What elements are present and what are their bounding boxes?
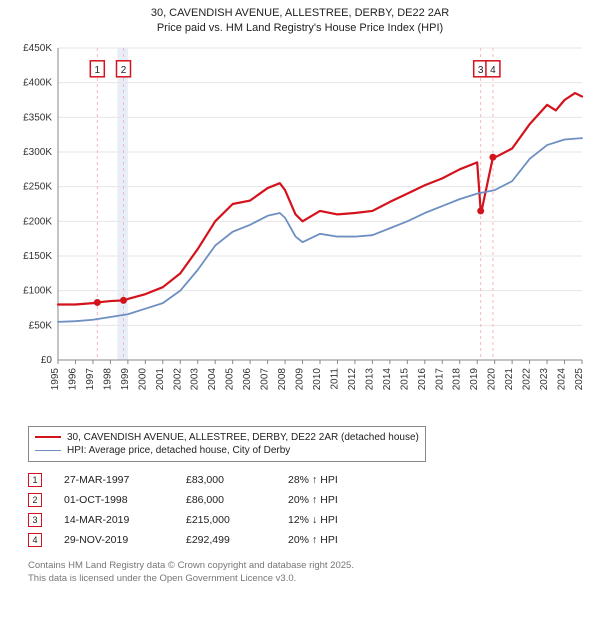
- legend-label: HPI: Average price, detached house, City…: [67, 445, 290, 456]
- tx-marker-box: 2: [28, 493, 42, 507]
- x-tick-label: 1996: [67, 367, 78, 390]
- x-tick-label: 2016: [417, 367, 428, 390]
- x-tick-label: 2006: [242, 367, 253, 390]
- legend-item: 30, CAVENDISH AVENUE, ALLESTREE, DERBY, …: [35, 431, 419, 444]
- x-tick-label: 2019: [469, 367, 480, 390]
- line-chart: £0 £50K £100K £150K £200K £250K £300K £350K £400…: [10, 40, 590, 420]
- tx-date: 01-OCT-1998: [64, 494, 164, 506]
- transaction-row: 4 29-NOV-2019 £292,499 20%↑HPI: [28, 530, 590, 550]
- x-tick-label: 2020: [487, 367, 498, 390]
- x-tick-label: 2011: [329, 367, 340, 389]
- y-tick-label: £0: [41, 355, 53, 366]
- x-tick-label: 2014: [382, 367, 393, 390]
- y-tick-label: £50K: [29, 320, 53, 331]
- x-tick-label: 2008: [277, 367, 288, 390]
- tx-point: [477, 207, 484, 214]
- x-tick-label: 2009: [295, 367, 306, 390]
- x-tick-label: 2012: [347, 367, 358, 390]
- tx-price: £215,000: [186, 514, 266, 526]
- tx-delta-pct: 12%: [288, 514, 309, 526]
- y-tick-label: £100K: [23, 285, 52, 296]
- legend-swatch: [35, 436, 61, 438]
- y-tick-label: £300K: [23, 147, 52, 158]
- x-tick-label: 2004: [207, 367, 218, 390]
- y-tick-label: £400K: [23, 77, 52, 88]
- legend: 30, CAVENDISH AVENUE, ALLESTREE, DERBY, …: [28, 426, 426, 462]
- y-tick-label: £250K: [23, 181, 52, 192]
- x-tick-label: 2017: [434, 367, 445, 390]
- transaction-row: 3 14-MAR-2019 £215,000 12%↓HPI: [28, 510, 590, 530]
- y-tick-label: £150K: [23, 251, 52, 262]
- tx-marker-box: 1: [28, 473, 42, 487]
- x-tick-label: 1997: [85, 367, 96, 390]
- tx-delta: 20%↑HPI: [288, 534, 368, 546]
- tx-price: £86,000: [186, 494, 266, 506]
- y-tick-label: £200K: [23, 216, 52, 227]
- x-tick-label: 2003: [190, 367, 201, 390]
- tx-delta-suffix: HPI: [320, 534, 338, 546]
- x-tick-label: 2021: [504, 367, 515, 390]
- tx-point: [489, 153, 496, 160]
- tx-delta: 20%↑HPI: [288, 494, 368, 506]
- footer-note: Contains HM Land Registry data © Crown c…: [28, 560, 590, 586]
- arrow-up-icon: ↑: [312, 474, 317, 486]
- x-tick-label: 2024: [557, 367, 568, 390]
- x-tick-label: 1995: [50, 367, 61, 390]
- tx-delta: 12%↓HPI: [288, 514, 368, 526]
- footer-line1: Contains HM Land Registry data © Crown c…: [28, 560, 590, 573]
- tx-price: £83,000: [186, 474, 266, 486]
- tx-marker-box: 3: [28, 513, 42, 527]
- title-line1: 30, CAVENDISH AVENUE, ALLESTREE, DERBY, …: [10, 6, 590, 21]
- tx-date: 14-MAR-2019: [64, 514, 164, 526]
- tx-delta-suffix: HPI: [320, 514, 338, 526]
- chart-area: £0 £50K £100K £150K £200K £250K £300K £350K £400…: [10, 40, 590, 420]
- x-tick-label: 2001: [155, 367, 166, 390]
- chart-title: 30, CAVENDISH AVENUE, ALLESTREE, DERBY, …: [10, 6, 590, 36]
- x-tick-label: 2007: [260, 367, 271, 390]
- title-line2: Price paid vs. HM Land Registry's House …: [10, 21, 590, 36]
- tx-flag-number: 2: [121, 64, 127, 75]
- x-tick-label: 2013: [364, 367, 375, 390]
- legend-label: 30, CAVENDISH AVENUE, ALLESTREE, DERBY, …: [67, 432, 419, 443]
- x-tick-label: 2002: [172, 367, 183, 390]
- x-tick-label: 2015: [399, 367, 410, 390]
- tx-delta-pct: 20%: [288, 494, 309, 506]
- tx-flag-number: 4: [490, 64, 496, 75]
- tx-price: £292,499: [186, 534, 266, 546]
- arrow-down-icon: ↓: [312, 514, 317, 526]
- x-tick-label: 2025: [574, 367, 585, 390]
- x-tick-label: 2005: [225, 367, 236, 390]
- x-tick-label: 1999: [120, 367, 131, 390]
- footer-line2: This data is licensed under the Open Gov…: [28, 573, 590, 586]
- transactions-table: 127-MAR-1997£83,00028%↑HPI201-OCT-1998£8…: [28, 470, 590, 550]
- tx-point: [94, 299, 101, 306]
- tx-flag-number: 1: [95, 64, 101, 75]
- arrow-up-icon: ↑: [312, 534, 317, 546]
- x-tick-label: 2010: [312, 367, 323, 390]
- transaction-row: 1 27-MAR-1997 £83,000 28%↑HPI: [28, 470, 590, 490]
- tx-delta-pct: 28%: [288, 474, 309, 486]
- x-tick-label: 2023: [539, 367, 550, 390]
- tx-flag-number: 3: [478, 64, 484, 75]
- transaction-row: 2 01-OCT-1998 £86,000 20%↑HPI: [28, 490, 590, 510]
- tx-point: [120, 297, 127, 304]
- x-tick-label: 1998: [102, 367, 113, 390]
- tx-delta: 28%↑HPI: [288, 474, 368, 486]
- x-tick-label: 2000: [137, 367, 148, 390]
- tx-date: 27-MAR-1997: [64, 474, 164, 486]
- tx-marker-box: 4: [28, 533, 42, 547]
- y-tick-label: £450K: [23, 43, 52, 54]
- y-tick-label: £350K: [23, 112, 52, 123]
- x-tick-label: 2022: [522, 367, 533, 390]
- legend-item: HPI: Average price, detached house, City…: [35, 444, 419, 457]
- tx-delta-pct: 20%: [288, 534, 309, 546]
- legend-swatch: [35, 450, 61, 451]
- arrow-up-icon: ↑: [312, 494, 317, 506]
- x-tick-label: 2018: [452, 367, 463, 390]
- tx-delta-suffix: HPI: [320, 494, 338, 506]
- tx-date: 29-NOV-2019: [64, 534, 164, 546]
- tx-delta-suffix: HPI: [320, 474, 338, 486]
